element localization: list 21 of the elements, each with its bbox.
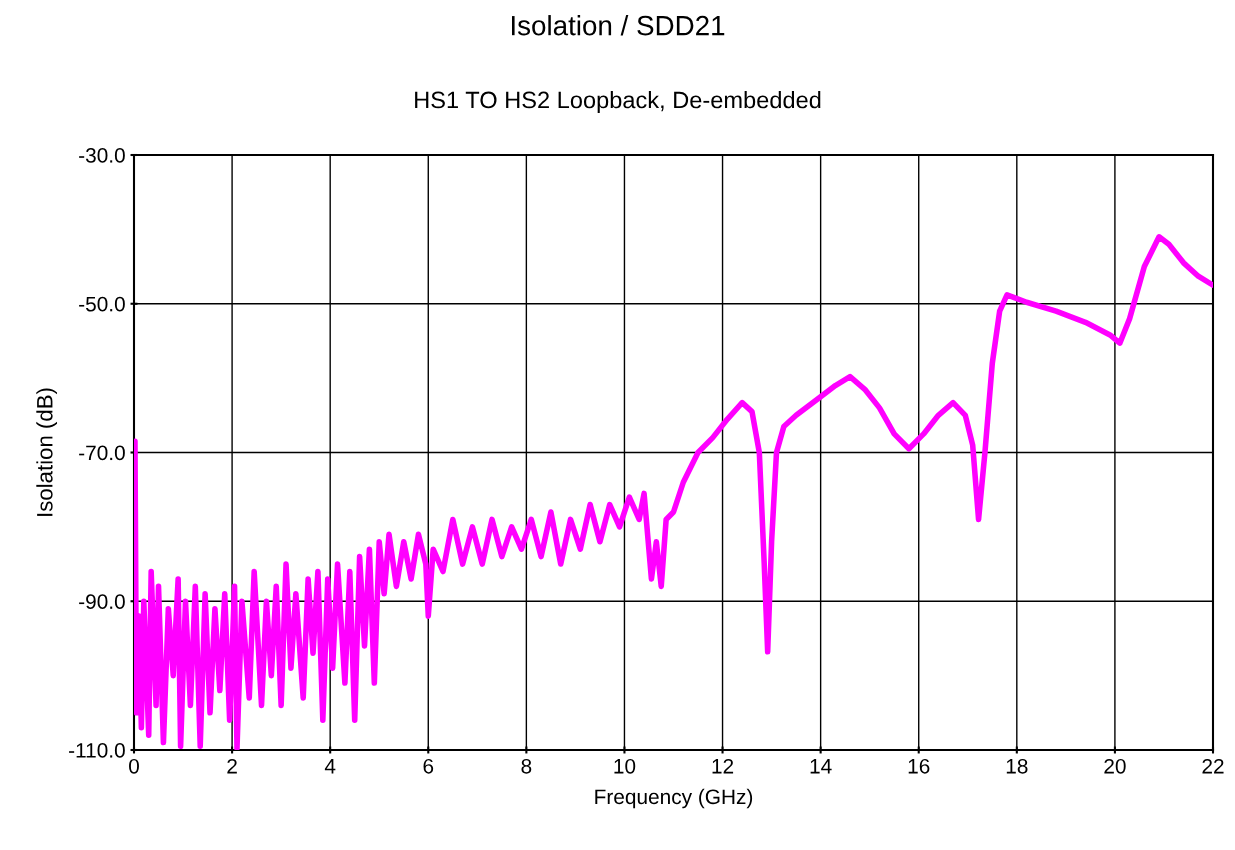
- y-axis-title: Isolation (dB): [36, 388, 58, 516]
- x-tick-label: 14: [810, 759, 832, 774]
- y-tick-label: -30.0: [79, 148, 125, 163]
- x-tick-label: 2: [227, 758, 237, 774]
- x-tick-label: 18: [1006, 758, 1028, 774]
- x-axis-title: Frequency (GHz): [595, 788, 753, 809]
- chart-subtitle: HS1 TO HS2 Loopback, De-embedded: [415, 91, 821, 114]
- x-tick-label: 4: [324, 759, 336, 774]
- y-tick-label: -70.0: [79, 445, 125, 461]
- x-tick-label: 6: [423, 758, 434, 774]
- x-tick-label: 22: [1202, 758, 1224, 774]
- y-tick-label: -50.0: [79, 296, 125, 312]
- y-tick-label: -90.0: [79, 594, 125, 609]
- x-tick-label: 20: [1104, 758, 1126, 774]
- y-tick-label: -110.0: [69, 743, 125, 758]
- x-tick-label: 0: [129, 758, 139, 774]
- x-tick-label: 10: [614, 758, 636, 774]
- chart-title: Isolation / SDD21: [511, 15, 725, 36]
- x-tick-label: 16: [908, 758, 930, 774]
- x-tick-label: 12: [712, 758, 734, 774]
- x-tick-label: 8: [521, 758, 532, 774]
